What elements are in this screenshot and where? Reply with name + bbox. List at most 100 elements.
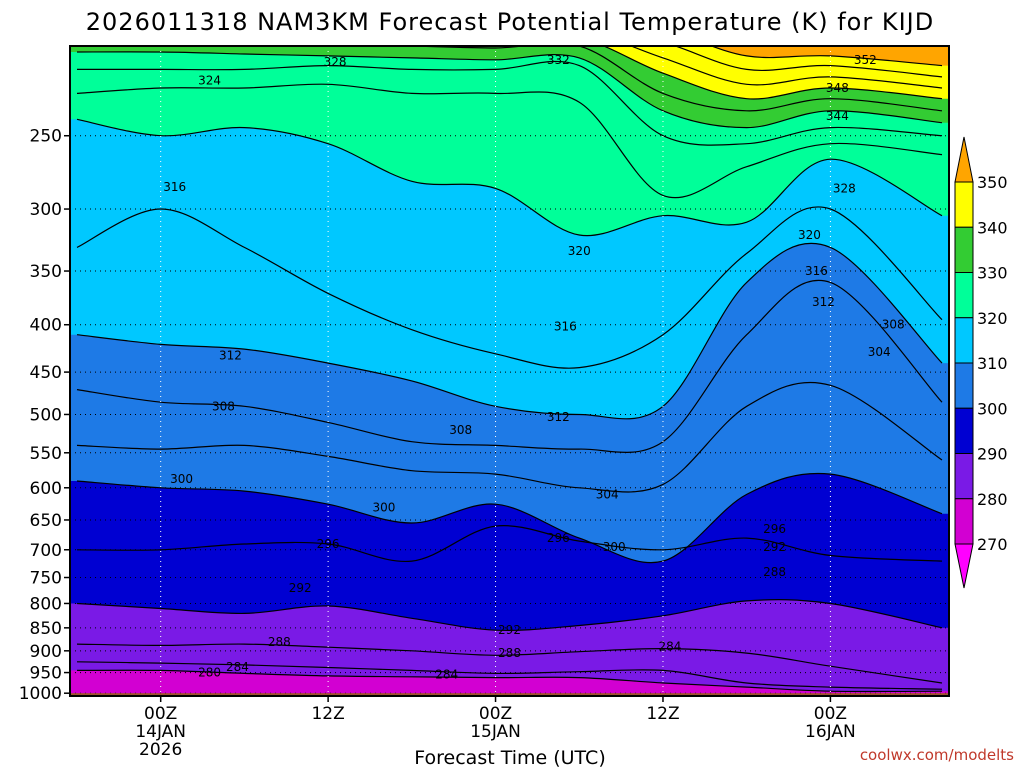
x-tick-label-48-2: 16JAN — [805, 722, 856, 742]
y-tick-label-800: 800 — [30, 594, 62, 614]
isentrope-332 — [76, 51, 943, 129]
isentrope-lines — [76, 46, 943, 693]
colorbar-tick-280: 280 — [977, 490, 1008, 509]
x-tick-label-12-1: 12Z — [311, 704, 344, 724]
colorbar-top-arrow — [954, 136, 974, 183]
contour-label-6: 328 — [833, 181, 856, 195]
colorbar-tick-330: 330 — [977, 264, 1008, 283]
contour-fill-area — [70, 46, 949, 696]
isentrope-316 — [76, 206, 943, 369]
contour-label-10: 308 — [882, 318, 905, 332]
grid-lines — [70, 46, 949, 696]
y-tick-label-750: 750 — [30, 569, 62, 589]
contour-label-29: 292 — [498, 623, 521, 637]
y-tick-label-350: 350 — [30, 262, 62, 282]
y-axis-pressure: 250 300 350 400 450 500 550 600 650 700 750 800 850 9… — [19, 127, 70, 704]
y-tick-label-1000: 1000 — [19, 684, 62, 704]
contour-label-24: 296 — [547, 531, 570, 545]
isentrope-308 — [76, 279, 943, 453]
x-tick-label-36-1: 12Z — [646, 704, 679, 724]
contour-label-9: 312 — [812, 295, 835, 309]
contour-label-1: 328 — [324, 55, 347, 69]
y-tick-label-300: 300 — [30, 200, 62, 220]
colorbar-tick-290: 290 — [977, 445, 1008, 464]
contour-label-35: 280 — [198, 666, 221, 680]
colorbar-band-330 — [954, 226, 974, 273]
x-axis-label: Forecast Time (UTC) — [414, 747, 605, 768]
contour-label-5: 344 — [826, 109, 849, 123]
contour-label-20: 300 — [170, 472, 193, 486]
plot-frame — [69, 45, 950, 697]
contour-label-13: 320 — [568, 244, 591, 258]
contour-label-14: 316 — [554, 320, 577, 334]
contour-labels: 324 328 332 352 348 344 328 320 316 312 308 304 316 3… — [163, 53, 904, 682]
colorbar-tick-300: 300 — [977, 399, 1008, 418]
colorbar-tick-350: 350 — [977, 173, 1008, 192]
isentrope-288 — [76, 643, 943, 684]
contour-label-15: 312 — [219, 349, 242, 363]
contour-label-33: 284 — [226, 660, 249, 674]
isentrope-292 — [76, 599, 943, 632]
watermark-text: coolwx.com/modelts — [860, 746, 1014, 764]
colorbar-legend: 350 340 330 320 310 300 290 280 270 — [954, 136, 1008, 589]
colorbar-tick-310: 310 — [977, 354, 1008, 373]
colorbar-tick-340: 340 — [977, 218, 1008, 237]
contour-label-3: 352 — [854, 53, 877, 67]
colorbar-tick-270: 270 — [977, 535, 1008, 554]
ground-surface — [70, 693, 949, 696]
contour-label-17: 308 — [212, 399, 235, 413]
isentrope-336 — [387, 46, 943, 112]
contour-label-11: 304 — [868, 345, 891, 359]
contour-label-28: 292 — [289, 581, 312, 595]
x-tick-label-0-3: 2026 — [139, 740, 182, 760]
colorbar-band-290 — [954, 407, 974, 454]
y-tick-label-400: 400 — [30, 316, 62, 336]
contour-label-8: 316 — [805, 264, 828, 278]
colorbar-bottom-arrow — [954, 543, 974, 589]
y-tick-label-700: 700 — [30, 541, 62, 561]
isentrope-300 — [76, 472, 943, 564]
colorbar-band-310 — [954, 317, 974, 364]
y-tick-label-450: 450 — [30, 363, 62, 383]
contour-label-21: 300 — [372, 500, 395, 514]
isentrope-344 — [629, 46, 943, 89]
contour-label-16: 312 — [547, 410, 570, 424]
isentrope-328 — [77, 60, 943, 146]
contour-label-22: 300 — [603, 540, 626, 554]
isentrope-352 — [709, 46, 943, 67]
colorbar-band-270 — [954, 498, 974, 545]
contour-label-25: 296 — [763, 522, 786, 536]
isentrope-348 — [673, 46, 943, 78]
isentrope-304 — [76, 381, 943, 493]
isentrope-320 — [76, 118, 943, 237]
y-tick-label-650: 650 — [30, 511, 62, 531]
isentrope-312 — [76, 242, 943, 420]
chart-title: 2026011318 NAM3KM Forecast Potential Tem… — [86, 8, 934, 36]
x-tick-label-0-1: 00Z — [144, 704, 177, 724]
contour-label-27: 288 — [763, 565, 786, 579]
contour-label-19: 304 — [596, 487, 619, 501]
x-tick-label-0-2: 14JAN — [135, 722, 186, 742]
colorbar-tick-320: 320 — [977, 309, 1008, 328]
colorbar-band-340 — [954, 181, 974, 228]
x-tick-label-48-1: 00Z — [814, 704, 847, 724]
contour-label-18: 308 — [449, 423, 472, 437]
isentrope-340 — [602, 46, 943, 100]
contour-label-32: 284 — [658, 639, 681, 653]
x-tick-label-24-1: 00Z — [479, 704, 512, 724]
contour-label-26: 292 — [763, 540, 786, 554]
isentrope-324 — [76, 83, 943, 199]
contour-label-34: 284 — [435, 668, 458, 682]
x-tick-label-24-2: 15JAN — [470, 722, 521, 742]
y-tick-label-900: 900 — [30, 642, 62, 662]
y-tick-label-500: 500 — [30, 405, 62, 425]
y-tick-label-550: 550 — [30, 444, 62, 464]
contour-label-0: 324 — [198, 74, 221, 88]
contour-label-2: 332 — [547, 53, 570, 67]
y-tick-label-600: 600 — [30, 479, 62, 499]
colorbar-band-300 — [954, 362, 974, 409]
y-tick-label-950: 950 — [30, 664, 62, 684]
contour-label-7: 320 — [798, 228, 821, 242]
y-tick-label-250: 250 — [30, 127, 62, 147]
